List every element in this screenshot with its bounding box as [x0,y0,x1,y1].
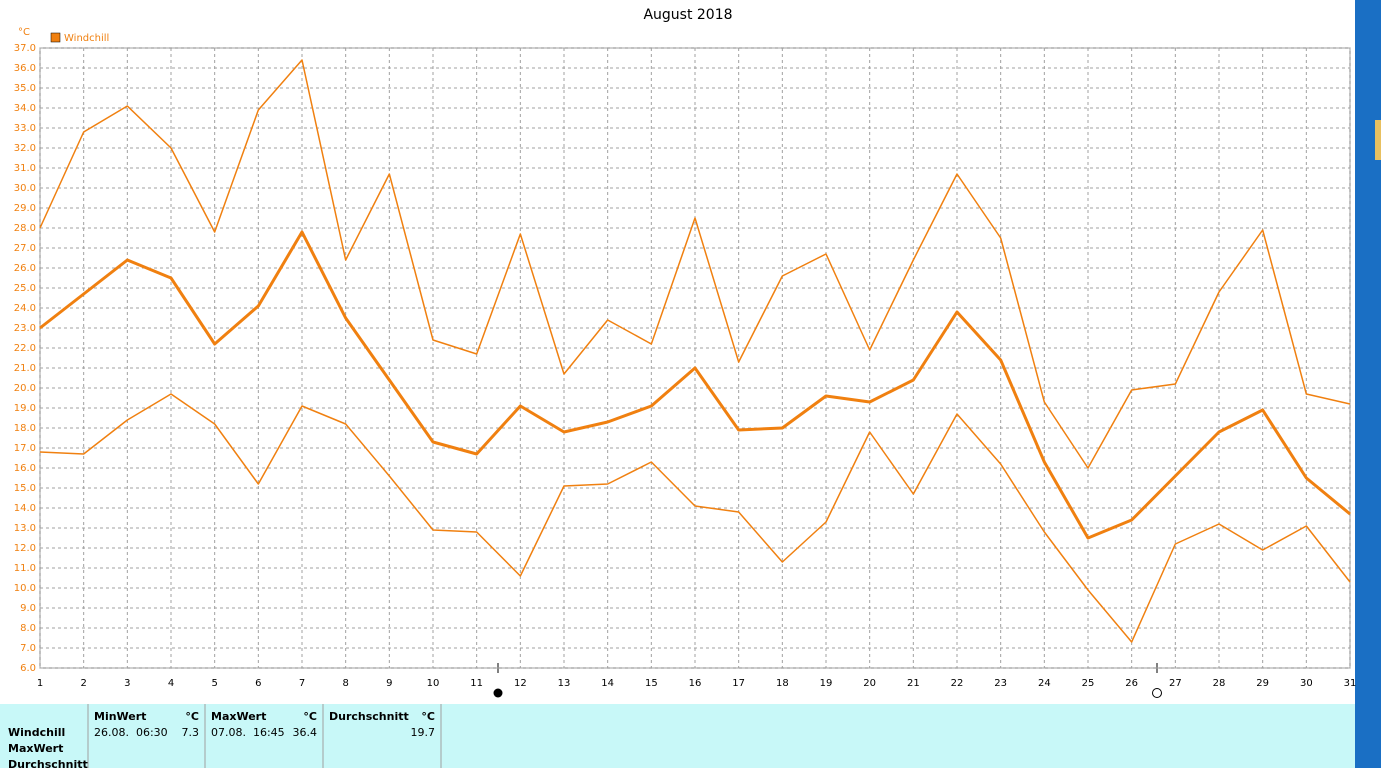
y-tick-label: 26.0 [14,263,36,274]
row-label: MaxWert [8,742,63,755]
y-tick-label: 22.0 [14,343,36,354]
data-line [39,393,1351,643]
y-tick-label: 16.0 [14,463,36,474]
y-tick-label: 19.0 [14,403,36,414]
y-tick-label: 7.0 [20,643,36,654]
x-tick-label: 15 [645,678,658,689]
y-tick-label: 10.0 [14,583,36,594]
y-tick-label: 32.0 [14,143,36,154]
data-line [39,230,1351,540]
x-tick-label: 20 [863,678,876,689]
y-tick-label: 18.0 [14,423,36,434]
column-unit: °C [421,710,435,723]
y-tick-label: 33.0 [14,123,36,134]
y-tick-label: 34.0 [14,103,36,114]
x-tick-label: 21 [907,678,920,689]
x-tick-label: 4 [168,678,174,689]
y-tick-label: 27.0 [14,243,36,254]
x-tick-label: 29 [1256,678,1269,689]
x-tick-label: 25 [1082,678,1095,689]
x-tick-label: 31 [1344,678,1357,689]
y-tick-label: 23.0 [14,323,36,334]
x-tick-label: 11 [470,678,483,689]
y-tick-label: 9.0 [20,603,36,614]
y-tick-label: 30.0 [14,183,36,194]
x-tick-label: 14 [601,678,614,689]
y-tick-label: 31.0 [14,163,36,174]
y-tick-label: 25.0 [14,283,36,294]
data-line [39,59,1351,469]
x-tick-label: 10 [427,678,440,689]
x-tick-label: 5 [211,678,217,689]
x-tick-label: 30 [1300,678,1313,689]
x-tick-label: 12 [514,678,527,689]
legend-entry: Windchill [64,33,109,44]
x-tick-label: 22 [951,678,964,689]
y-tick-label: 21.0 [14,363,36,374]
column-unit: °C [303,710,317,723]
x-tick-label: 18 [776,678,789,689]
y-tick-label: 36.0 [14,63,36,74]
x-tick-label: 8 [342,678,348,689]
row-label: Windchill [8,726,65,739]
x-tick-label: 16 [689,678,702,689]
column-header: Durchschnitt [329,710,409,723]
x-tick-label: 19 [820,678,833,689]
new-moon-icon [1152,688,1162,698]
column-unit: °C [185,710,199,723]
y-unit: °C [18,27,30,38]
stat-value: 7.3 [182,726,200,739]
x-tick-label: 27 [1169,678,1182,689]
stat-value: 36.4 [293,726,318,739]
desktop-icon [1375,120,1381,160]
x-tick-label: 13 [558,678,571,689]
y-tick-label: 6.0 [20,663,36,674]
column-header: MaxWert [211,710,266,723]
x-tick-label: 9 [386,678,392,689]
stat-time: 07.08. 16:45 [211,726,285,739]
x-tick-label: 2 [80,678,86,689]
stat-time: 26.08. 06:30 [94,726,168,739]
x-tick-label: 3 [124,678,130,689]
y-tick-label: 13.0 [14,523,36,534]
x-tick-label: 6 [255,678,261,689]
chart-title: August 2018 [643,7,732,23]
y-tick-label: 11.0 [14,563,36,574]
stats-panel [0,704,1355,768]
y-tick-label: 17.0 [14,443,36,454]
legend-swatch [50,32,61,43]
y-tick-label: 35.0 [14,83,36,94]
y-tick-label: 20.0 [14,383,36,394]
y-tick-label: 28.0 [14,223,36,234]
full-moon-icon [493,688,503,698]
x-tick-label: 17 [732,678,745,689]
stat-value: 19.7 [411,726,436,739]
x-tick-label: 1 [37,678,43,689]
x-tick-label: 7 [299,678,305,689]
y-tick-label: 24.0 [14,303,36,314]
stats-dividers [87,704,442,768]
y-tick-label: 8.0 [20,623,36,634]
x-tick-label: 24 [1038,678,1051,689]
desktop-edge [1355,0,1381,768]
y-tick-label: 14.0 [14,503,36,514]
row-label: Durchschnitt [8,758,88,768]
x-tick-label: 26 [1125,678,1138,689]
x-tick-label: 28 [1213,678,1226,689]
x-tick-label: 23 [994,678,1007,689]
y-tick-label: 12.0 [14,543,36,554]
y-tick-label: 29.0 [14,203,36,214]
y-tick-label: 37.0 [14,43,36,54]
y-tick-label: 15.0 [14,483,36,494]
column-header: MinWert [94,710,146,723]
